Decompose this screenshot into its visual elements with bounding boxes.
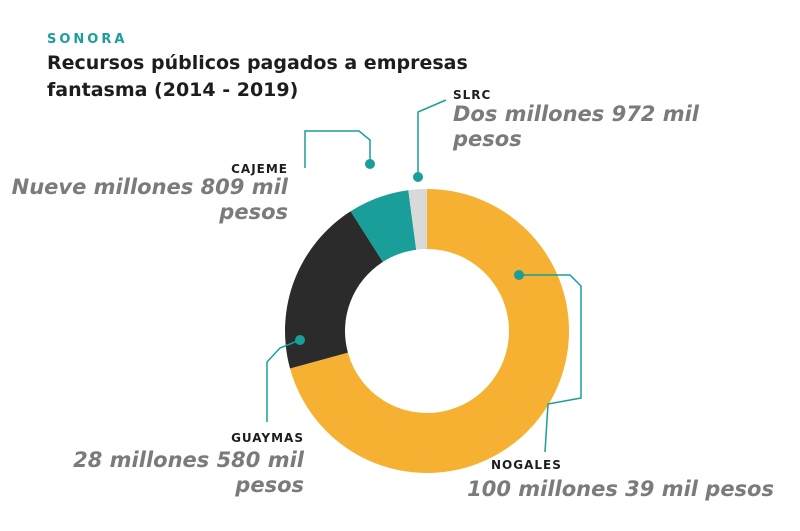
chart-title: Recursos públicos pagados a empresas fan… [47, 52, 468, 101]
slice-value-guaymas: 28 millones 580 mil pesos [73, 448, 304, 498]
leader-lines [266, 99, 582, 453]
leader-line-guaymas [266, 339, 301, 422]
slice-label-nogales: NOGALES [491, 458, 562, 472]
slice-guaymas [285, 211, 383, 369]
region-label: SONORA [47, 32, 128, 47]
slice-value-cajeme-line1: Nueve millones 809 mil [11, 175, 288, 199]
leader-dot-nogales [514, 270, 524, 280]
slice-cajeme [350, 190, 417, 262]
leader-dot-guaymas [295, 335, 305, 345]
slice-value-cajeme: Nueve millones 809 mil pesos [12, 175, 288, 225]
slice-value-nogales-line1: 100 millones 39 mil pesos [467, 477, 774, 501]
slice-value-slrc-line2: pesos [453, 127, 522, 151]
slice-value-nogales: 100 millones 39 mil pesos [467, 477, 774, 502]
slice-label-slrc: SLRC [453, 88, 492, 102]
leader-line-slrc [417, 99, 447, 177]
leader-line-nogales [519, 274, 582, 453]
slice-label-cajeme: CAJEME [231, 162, 288, 176]
leader-line-cajeme [304, 130, 371, 168]
slice-value-guaymas-line2: pesos [235, 473, 304, 497]
leader-dot-cajeme [365, 159, 375, 169]
slice-value-guaymas-line1: 28 millones 580 mil [73, 448, 304, 472]
slice-value-cajeme-line2: pesos [219, 200, 288, 224]
slice-slrc [408, 189, 427, 250]
donut-slices [285, 189, 569, 474]
slice-value-slrc: Dos millones 972 mil pesos [453, 102, 699, 152]
slice-nogales [290, 189, 569, 474]
slice-value-slrc-line1: Dos millones 972 mil [453, 102, 700, 126]
leader-dot-slrc [413, 172, 423, 182]
slice-label-guaymas: GUAYMAS [231, 431, 304, 445]
